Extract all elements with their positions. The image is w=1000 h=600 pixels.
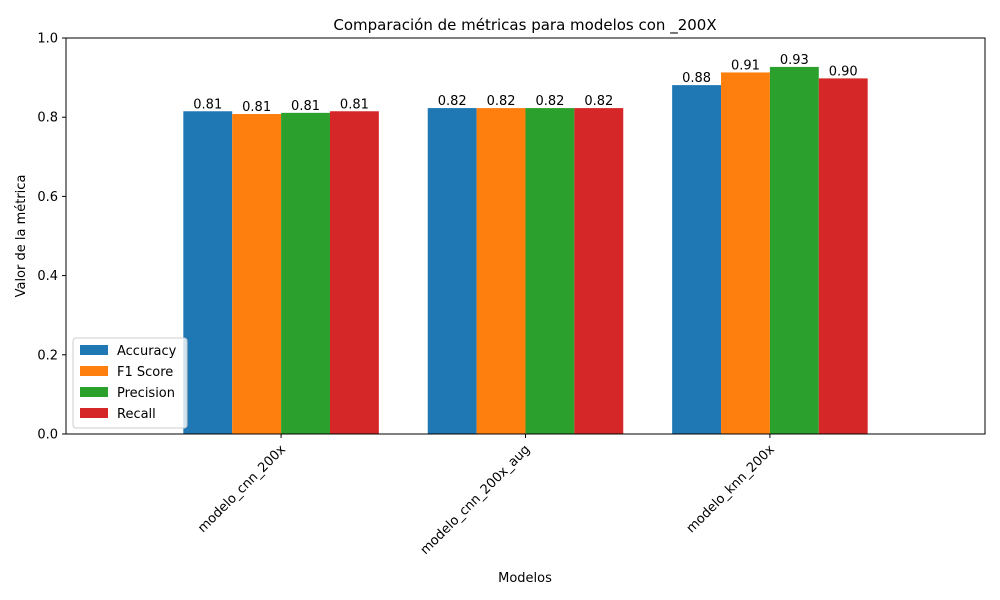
legend-swatch	[80, 345, 108, 355]
data-label: 0.82	[535, 94, 564, 109]
data-label: 0.81	[193, 97, 222, 112]
legend-swatch	[80, 387, 108, 397]
legend-box	[72, 337, 188, 429]
bar-accuracy-modelo_cnn_200x_aug	[427, 108, 477, 434]
y-tick-label: 0.0	[37, 428, 58, 443]
bar-recall-modelo_knn_200x	[818, 78, 868, 434]
data-label: 0.88	[682, 71, 711, 86]
bar-recall-modelo_cnn_200x_aug	[574, 108, 624, 434]
data-label: 0.93	[780, 53, 809, 68]
legend-label: F1 Score	[117, 365, 173, 380]
chart-title: Comparación de métricas para modelos con…	[333, 16, 716, 35]
bar-accuracy-modelo_cnn_200x	[183, 111, 233, 434]
data-label: 0.82	[584, 94, 613, 109]
data-label: 0.81	[242, 100, 271, 115]
y-axis-label: Valor de la métrica	[14, 175, 29, 298]
bar-precision-modelo_cnn_200x	[281, 112, 330, 434]
data-label: 0.82	[487, 94, 516, 109]
data-label: 0.81	[291, 99, 320, 114]
bar-recall-modelo_cnn_200x	[329, 111, 379, 434]
bars-group	[183, 66, 868, 435]
x-axis-label: Modelos	[498, 571, 552, 586]
bar-f1-score-modelo_cnn_200x	[232, 114, 282, 434]
bar-f1-score-modelo_cnn_200x_aug	[476, 108, 526, 434]
data-labels-group: 0.81 0.82 0.88 0.81 0.82 0.91 0.81 0.82 0.93 0.81…	[193, 53, 857, 115]
bar-f1-score-modelo_knn_200x	[721, 72, 770, 434]
y-tick-label: 0.8	[37, 111, 58, 126]
data-label: 0.82	[438, 94, 467, 109]
data-label: 0.90	[829, 64, 858, 79]
data-label: 0.91	[731, 58, 760, 73]
bar-accuracy-modelo_knn_200x	[672, 85, 722, 435]
legend-swatch	[80, 366, 108, 376]
y-tick-label: 0.6	[37, 190, 58, 205]
bar-precision-modelo_knn_200x	[769, 66, 819, 434]
y-tick-label: 1.0	[37, 32, 58, 47]
y-tick-label: 0.4	[37, 269, 58, 284]
y-axis: 0.0 0.2 0.4 0.6 0.8 1.0	[37, 32, 66, 443]
legend-swatch	[80, 408, 108, 418]
legend-label: Accuracy	[117, 344, 177, 359]
legend-label: Recall	[117, 407, 156, 422]
legend: Accuracy F1 Score Precision Recall	[72, 337, 188, 429]
y-tick-label: 0.2	[37, 348, 58, 363]
legend-label: Precision	[117, 386, 175, 401]
data-label: 0.81	[340, 97, 369, 112]
bar-precision-modelo_cnn_200x_aug	[525, 108, 575, 434]
